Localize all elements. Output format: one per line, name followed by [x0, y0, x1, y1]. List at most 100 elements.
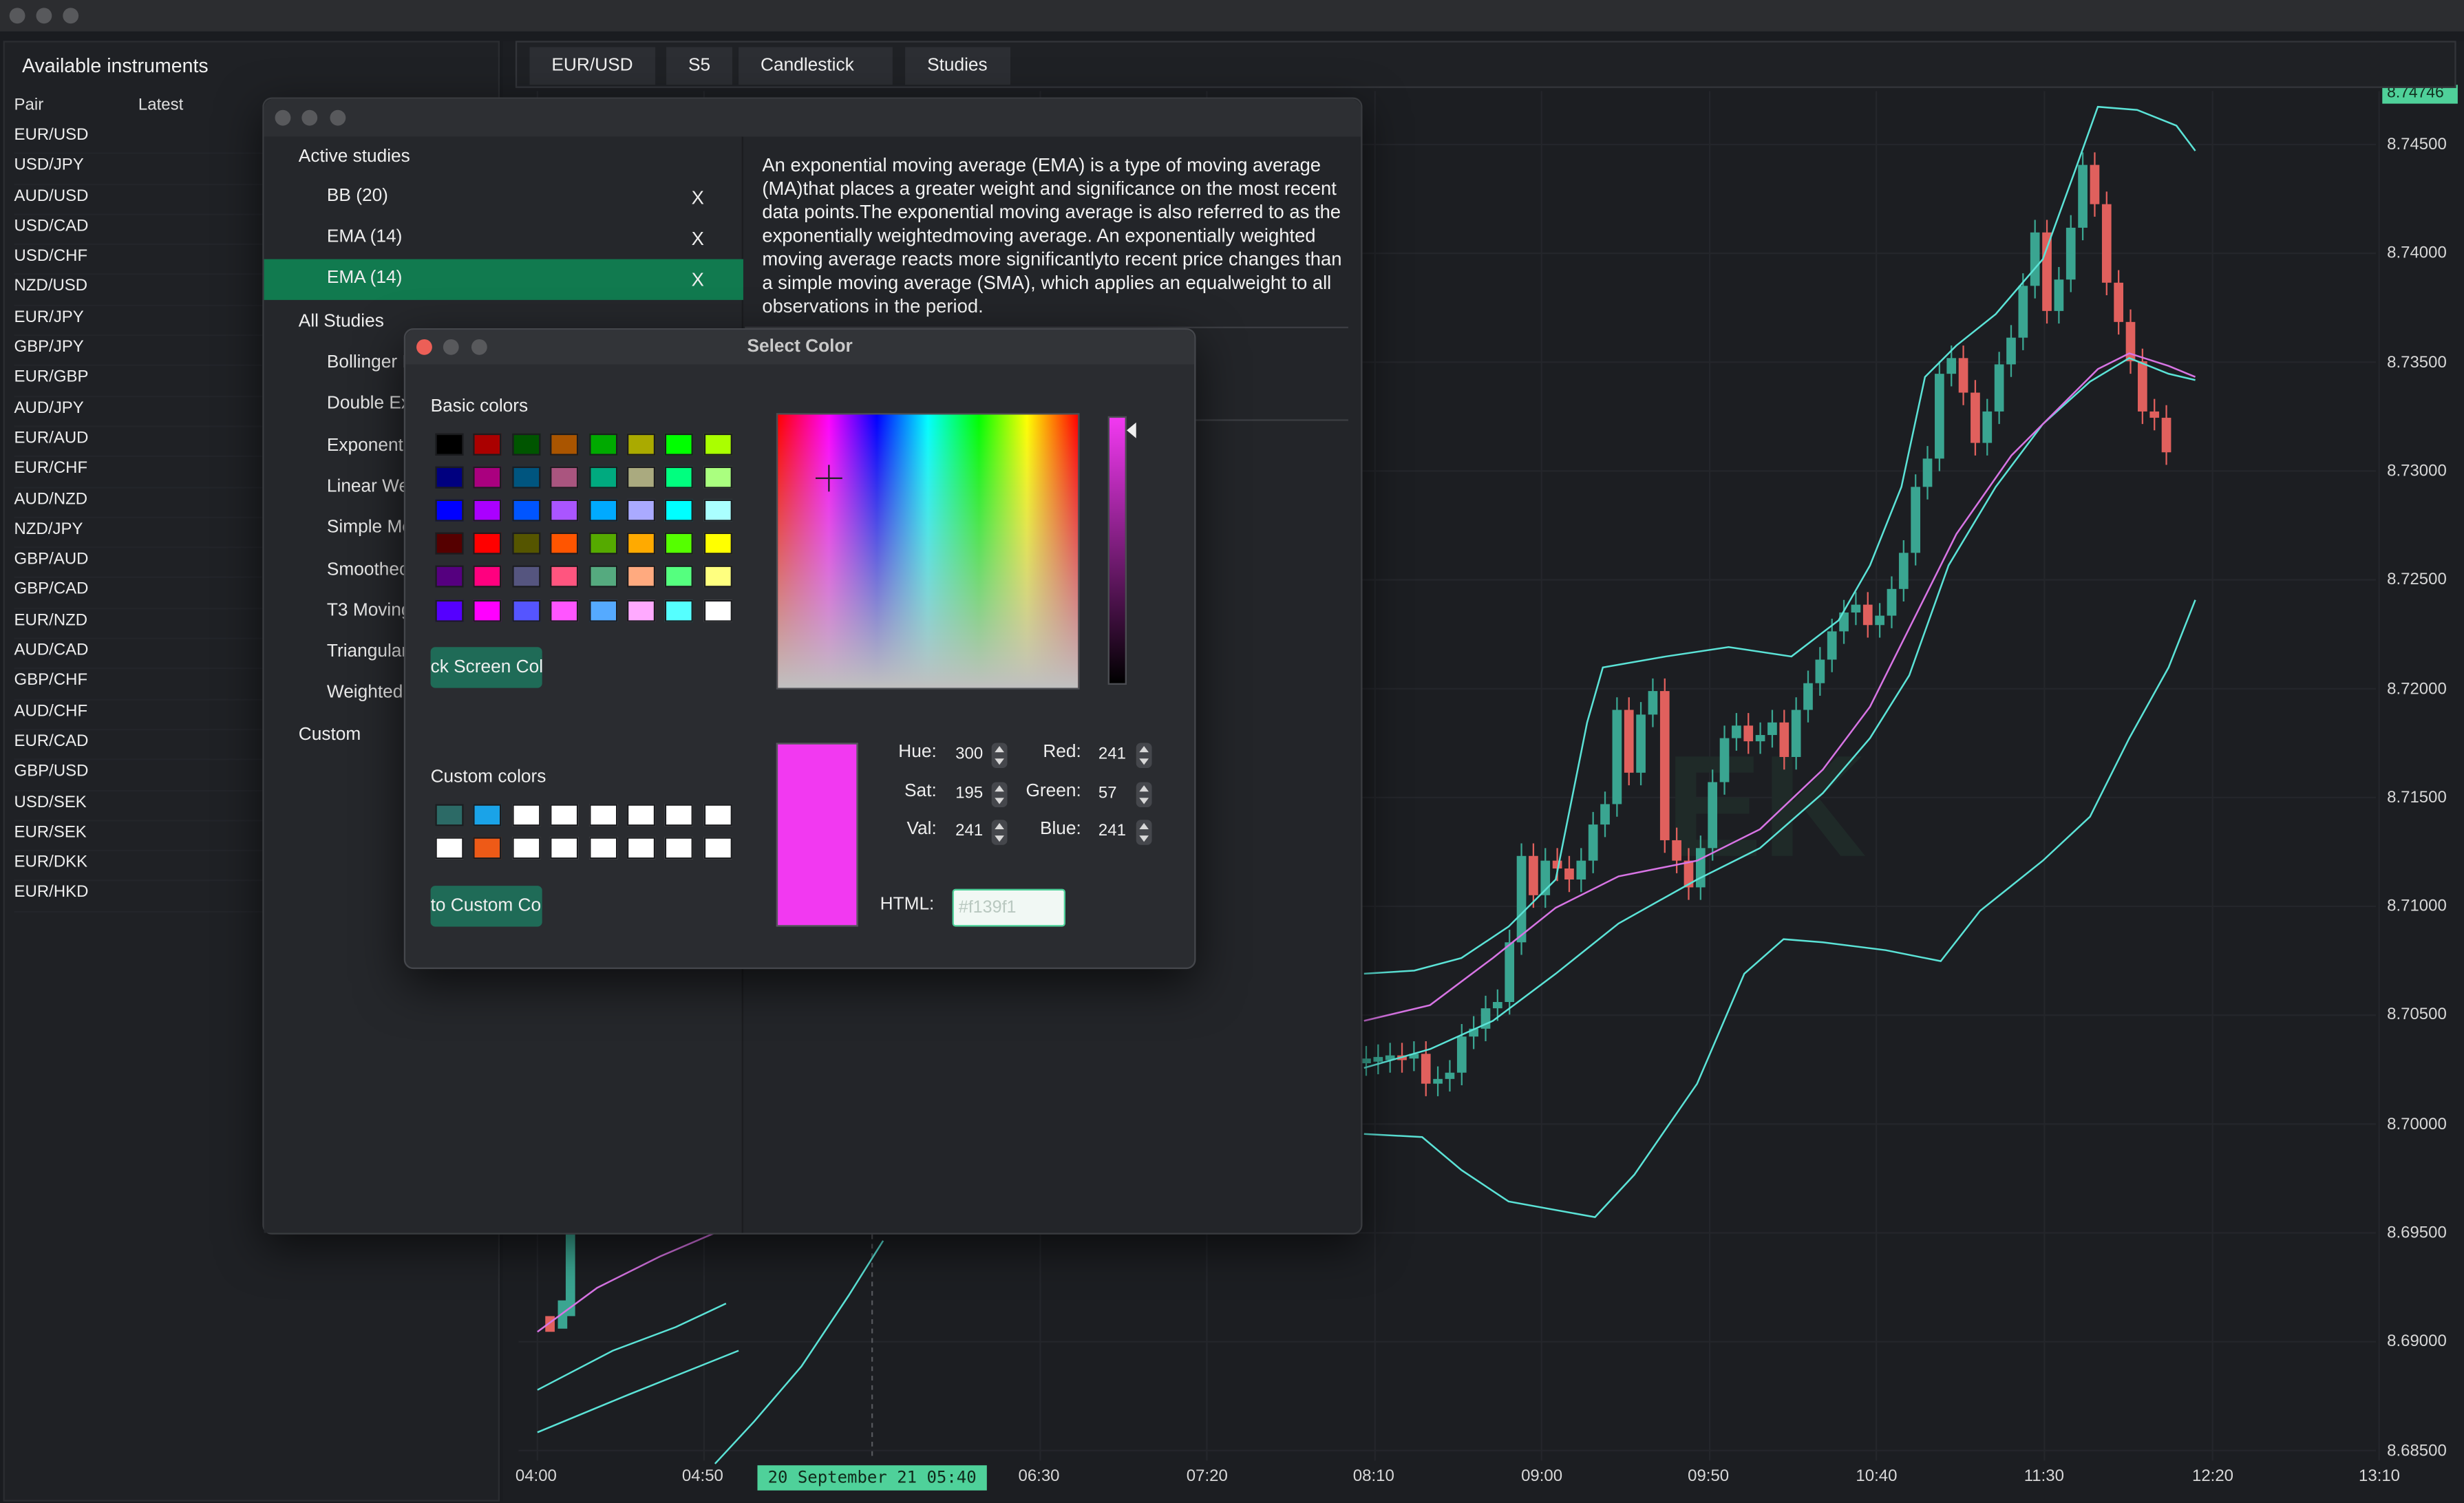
basic-color-swatch[interactable]: [511, 566, 540, 588]
basic-color-swatch[interactable]: [588, 467, 617, 489]
basic-color-swatch[interactable]: [703, 500, 732, 522]
basic-color-swatch[interactable]: [511, 467, 540, 489]
minimize-dialog-icon[interactable]: [301, 109, 318, 126]
hue-saturation-field[interactable]: [776, 413, 1080, 690]
value-slider[interactable]: [1107, 416, 1127, 685]
instrument-row[interactable]: AUD/USD: [14, 184, 498, 215]
basic-color-swatch[interactable]: [511, 500, 540, 522]
custom-color-swatch[interactable]: [474, 837, 502, 860]
basic-color-swatch[interactable]: [550, 500, 579, 522]
basic-color-swatch[interactable]: [588, 433, 617, 456]
basic-color-swatch[interactable]: [435, 500, 464, 522]
val-spinbox[interactable]: 241: [955, 821, 984, 840]
blue-spinbox[interactable]: 241: [1098, 821, 1126, 840]
custom-color-swatch[interactable]: [703, 804, 732, 827]
instrument-row[interactable]: EUR/HKD: [14, 882, 498, 913]
custom-color-swatch[interactable]: [626, 837, 656, 860]
basic-color-swatch[interactable]: [511, 599, 540, 621]
close-window-icon[interactable]: [9, 8, 25, 24]
basic-color-swatch[interactable]: [588, 533, 617, 555]
custom-color-swatch[interactable]: [588, 837, 617, 860]
pick-screen-color-button[interactable]: ck Screen Col: [430, 647, 542, 688]
basic-color-swatch[interactable]: [626, 599, 656, 621]
instrument-row[interactable]: AUD/JPY: [14, 397, 498, 427]
sat-spinbox[interactable]: 195: [955, 783, 984, 803]
basic-color-swatch[interactable]: [550, 467, 579, 489]
basic-color-swatch[interactable]: [474, 533, 502, 555]
study-list-item[interactable]: Smoothec: [326, 559, 409, 579]
instrument-row[interactable]: EUR/CHF: [14, 458, 498, 488]
blue-stepper-icon[interactable]: [1136, 820, 1152, 845]
basic-color-swatch[interactable]: [474, 566, 502, 588]
hue-stepper-icon[interactable]: [991, 743, 1008, 768]
basic-color-swatch[interactable]: [511, 533, 540, 555]
basic-color-swatch[interactable]: [665, 599, 694, 621]
custom-studies-title[interactable]: Custom: [298, 725, 361, 745]
basic-color-swatch[interactable]: [626, 433, 656, 456]
sat-stepper-icon[interactable]: [991, 782, 1008, 808]
basic-color-swatch[interactable]: [435, 599, 464, 621]
instrument-row[interactable]: USD/CAD: [14, 215, 498, 246]
basic-color-swatch[interactable]: [550, 533, 579, 555]
remove-study-button[interactable]: X: [691, 186, 704, 209]
custom-color-swatch[interactable]: [550, 804, 579, 827]
active-study-item-selected[interactable]: EMA (14) X: [264, 259, 743, 300]
add-to-custom-colors-button[interactable]: to Custom Co: [430, 886, 542, 927]
basic-color-swatch[interactable]: [511, 433, 540, 456]
remove-study-button[interactable]: X: [691, 268, 704, 291]
basic-color-swatch[interactable]: [435, 467, 464, 489]
red-spinbox[interactable]: 241: [1098, 744, 1126, 764]
basic-color-swatch[interactable]: [435, 566, 464, 588]
instrument-row[interactable]: GBP/AUD: [14, 548, 498, 579]
studies-dialog-titlebar[interactable]: [264, 98, 1361, 137]
study-list-item[interactable]: Simple Mo: [326, 518, 412, 537]
maximize-dialog-icon[interactable]: [471, 339, 487, 355]
maximize-dialog-icon[interactable]: [330, 109, 346, 126]
instrument-row[interactable]: EUR/SEK: [14, 821, 498, 852]
studies-button[interactable]: Studies: [905, 47, 1011, 85]
instrument-row[interactable]: NZD/USD: [14, 275, 498, 306]
basic-color-swatch[interactable]: [665, 533, 694, 555]
basic-color-swatch[interactable]: [703, 599, 732, 621]
instrument-row[interactable]: GBP/CAD: [14, 579, 498, 609]
green-stepper-icon[interactable]: [1136, 782, 1152, 808]
instrument-row[interactable]: USD/SEK: [14, 791, 498, 822]
custom-color-swatch[interactable]: [588, 804, 617, 827]
instrument-row[interactable]: USD/JPY: [14, 154, 498, 185]
basic-color-swatch[interactable]: [703, 533, 732, 555]
study-list-item[interactable]: Exponenti: [326, 436, 407, 455]
val-stepper-icon[interactable]: [991, 820, 1008, 845]
value-slider-handle-icon[interactable]: [1127, 422, 1136, 438]
chart-type-selector[interactable]: Candlestick: [739, 47, 893, 85]
timeframe-selector[interactable]: S5: [666, 47, 732, 85]
instrument-row[interactable]: GBP/CHF: [14, 670, 498, 701]
instrument-row[interactable]: EUR/JPY: [14, 306, 498, 337]
basic-color-swatch[interactable]: [550, 566, 579, 588]
basic-color-swatch[interactable]: [665, 500, 694, 522]
select-color-titlebar[interactable]: Select Color: [405, 330, 1195, 365]
basic-color-swatch[interactable]: [665, 566, 694, 588]
html-color-input[interactable]: [952, 888, 1065, 927]
instrument-row[interactable]: GBP/JPY: [14, 337, 498, 367]
active-study-item[interactable]: BB (20) X: [264, 178, 743, 218]
column-header-latest[interactable]: Latest: [138, 96, 184, 115]
maximize-window-icon[interactable]: [63, 8, 79, 24]
basic-color-swatch[interactable]: [474, 467, 502, 489]
basic-color-swatch[interactable]: [435, 533, 464, 555]
study-list-item[interactable]: T3 Moving: [326, 601, 412, 620]
instrument-row[interactable]: EUR/USD: [14, 124, 498, 155]
basic-color-swatch[interactable]: [626, 566, 656, 588]
minimize-window-icon[interactable]: [36, 8, 52, 24]
basic-color-swatch[interactable]: [474, 433, 502, 456]
custom-color-swatch[interactable]: [474, 804, 502, 827]
instrument-row[interactable]: EUR/AUD: [14, 427, 498, 458]
basic-color-swatch[interactable]: [474, 500, 502, 522]
red-stepper-icon[interactable]: [1136, 743, 1152, 768]
basic-color-swatch[interactable]: [626, 533, 656, 555]
instrument-row[interactable]: NZD/JPY: [14, 518, 498, 548]
instrument-row[interactable]: EUR/DKK: [14, 851, 498, 882]
custom-color-swatch[interactable]: [703, 837, 732, 860]
study-list-item[interactable]: Linear We: [326, 477, 410, 496]
hue-spinbox[interactable]: 300: [955, 744, 984, 764]
custom-color-swatch[interactable]: [665, 804, 694, 827]
